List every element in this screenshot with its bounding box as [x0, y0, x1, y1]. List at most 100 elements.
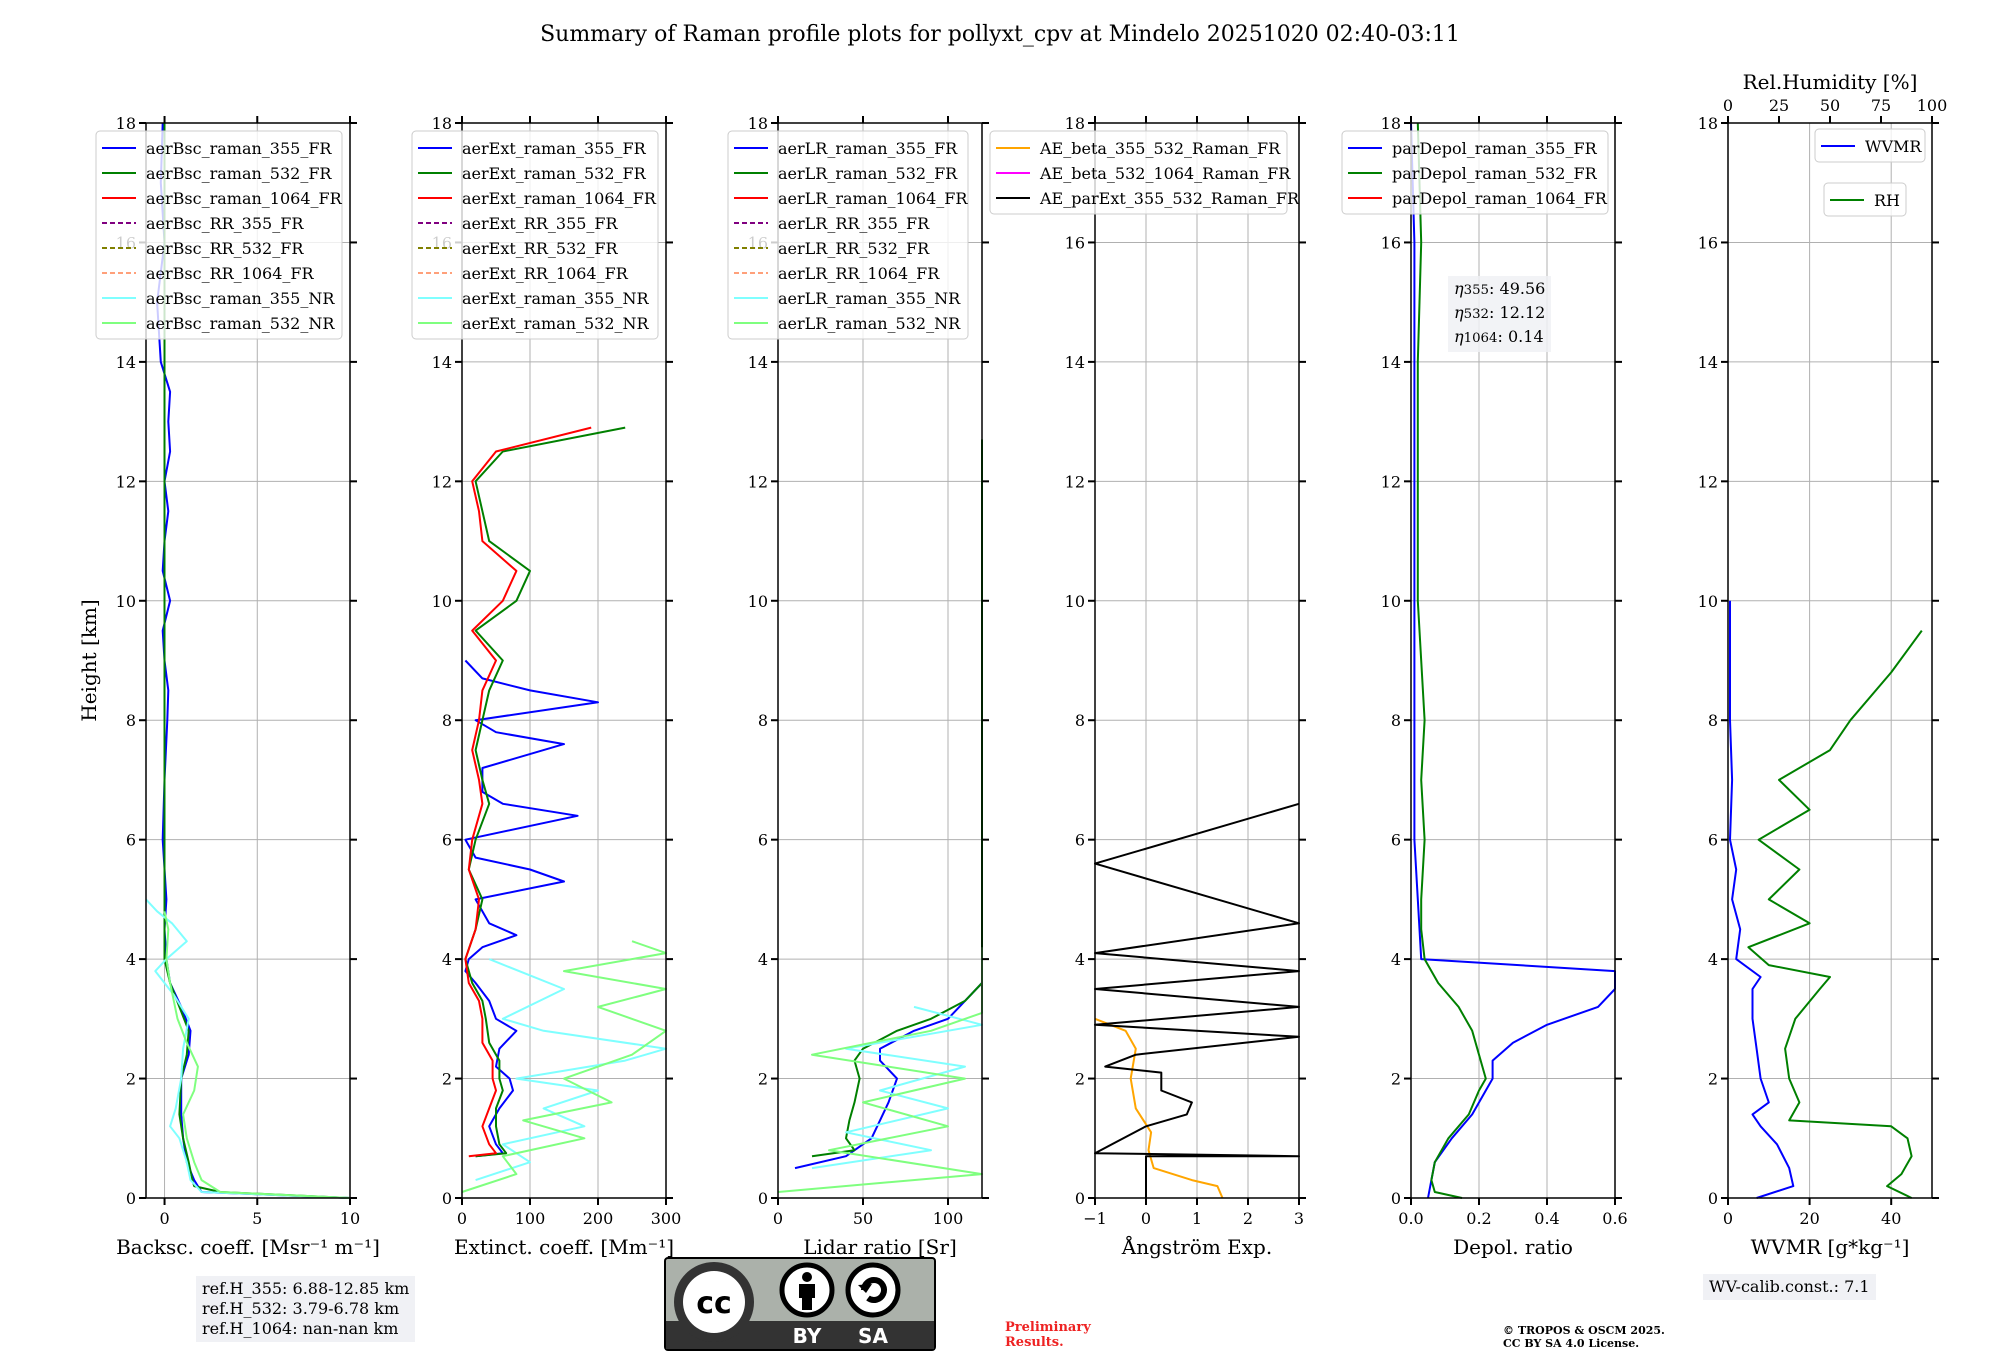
- legend-box: [727, 130, 969, 340]
- ytick-label: 8: [758, 711, 768, 730]
- copyright-note: © TROPOS & OSCM 2025. CC BY SA 4.0 Licen…: [1503, 1324, 1665, 1350]
- series-aerExt_raman_532_NR: [461, 940, 667, 1193]
- preliminary-line-2: Results.: [1005, 1335, 1064, 1350]
- ytick-label: 12: [432, 472, 452, 491]
- ytick-label: 6: [1708, 831, 1718, 850]
- legend-box: [989, 130, 1288, 215]
- ytick-label: 12: [116, 472, 136, 491]
- legend-entry: aerExt_raman_532_NR: [462, 314, 650, 333]
- legend-entry: aerLR_raman_355_NR: [778, 289, 961, 308]
- x-axis-label: Depol. ratio: [1453, 1235, 1573, 1259]
- ytick-label: 10: [432, 592, 452, 611]
- x-axis-label: Extinct. coeff. [Mm⁻¹]: [454, 1235, 674, 1259]
- copyright-line-1: © TROPOS & OSCM 2025.: [1503, 1324, 1665, 1337]
- legend-entry: parDepol_raman_355_FR: [1392, 139, 1598, 158]
- panel-ext: 0246810121416180100200300Extinct. coeff.…: [411, 114, 681, 1259]
- legend-entry: aerExt_raman_1064_FR: [462, 189, 657, 208]
- x-axis-label: Lidar ratio [Sr]: [803, 1235, 957, 1259]
- ytick-label: 4: [1075, 950, 1085, 969]
- series-parDepol_raman_532_FR: [1416, 122, 1487, 1199]
- series-aerLR_raman_355_NR: [811, 1005, 983, 1170]
- preliminary-note: Preliminary Results.: [1005, 1320, 1091, 1350]
- ytick-label: 14: [432, 353, 452, 372]
- top-xtick-label: 100: [1917, 96, 1948, 115]
- cc-by-sa-badge: cc BY SA: [664, 1257, 936, 1351]
- series-RH: [1747, 630, 1923, 1199]
- y-axis-label: Height [km]: [77, 599, 101, 721]
- ytick-label: 6: [1075, 831, 1085, 850]
- xtick-label: 1: [1192, 1209, 1202, 1228]
- eta-355: η355: 49.56: [1454, 279, 1546, 298]
- ytick-label: 6: [1391, 831, 1401, 850]
- ytick-label: 18: [748, 114, 768, 133]
- sa-sharealike-icon: [845, 1262, 901, 1318]
- axes-frame: [1727, 122, 1933, 1199]
- xtick-label: 40: [1881, 1209, 1901, 1228]
- ytick-label: 4: [442, 950, 452, 969]
- legend-entry: aerExt_raman_355_NR: [462, 289, 650, 308]
- x-axis-label: WVMR [g*kg⁻¹]: [1751, 1235, 1910, 1259]
- ytick-label: 0: [1708, 1189, 1718, 1208]
- legend-entry: AE_beta_532_1064_Raman_FR: [1039, 164, 1291, 183]
- xtick-label: 200: [583, 1209, 614, 1228]
- ytick-label: 4: [1391, 950, 1401, 969]
- legend-entry: aerExt_RR_532_FR: [462, 239, 619, 258]
- xtick-label: 0: [1141, 1209, 1151, 1228]
- top-xtick-label: 75: [1871, 96, 1891, 115]
- ytick-label: 0: [758, 1189, 768, 1208]
- cc-icon: [683, 1271, 745, 1333]
- ytick-label: 8: [126, 711, 136, 730]
- ytick-label: 18: [1065, 114, 1085, 133]
- ytick-label: 14: [748, 353, 768, 372]
- legend-entry: aerLR_raman_1064_FR: [778, 189, 968, 208]
- legend-entry: parDepol_raman_532_FR: [1392, 164, 1598, 183]
- xtick-label: 100: [515, 1209, 546, 1228]
- ytick-label: 12: [1381, 472, 1401, 491]
- series-aerExt_raman_1064_FR: [464, 426, 592, 1158]
- ref-height-1064: ref.H_1064: nan-nan km: [202, 1319, 399, 1338]
- ytick-label: 8: [1391, 711, 1401, 730]
- ytick-label: 14: [1698, 353, 1718, 372]
- series-aerExt_raman_355_FR: [464, 659, 599, 1158]
- preliminary-line-1: Preliminary: [1005, 1320, 1091, 1335]
- ytick-label: 6: [758, 831, 768, 850]
- ytick-label: 16: [1698, 233, 1718, 252]
- ytick-label: 10: [116, 592, 136, 611]
- legend-entry: aerBsc_RR_1064_FR: [146, 264, 315, 283]
- wv-calibration-box: WV-calib.const.: 7.1: [1703, 1274, 1876, 1300]
- ytick-label: 0: [442, 1189, 452, 1208]
- legend-entry: aerExt_raman_355_FR: [462, 139, 647, 158]
- ytick-label: 2: [758, 1070, 768, 1089]
- series-AE_parExt_355_532_Raman_FR: [1094, 802, 1300, 1198]
- legend-entry: WVMR: [1865, 137, 1922, 156]
- legend-entry: aerBsc_raman_532_NR: [146, 314, 335, 333]
- legend-box: [1814, 128, 1926, 163]
- svg-text:SA: SA: [858, 1324, 888, 1348]
- xtick-label: 0: [457, 1209, 467, 1228]
- legend-box: [411, 130, 659, 340]
- xtick-label: 5: [252, 1209, 262, 1228]
- xtick-label: 3: [1294, 1209, 1304, 1228]
- ytick-label: 4: [126, 950, 136, 969]
- xtick-label: 0: [773, 1209, 783, 1228]
- ytick-label: 14: [116, 353, 136, 372]
- ytick-label: 8: [1075, 711, 1085, 730]
- top-xtick-label: 25: [1769, 96, 1789, 115]
- legend-entry: aerBsc_raman_355_NR: [146, 289, 335, 308]
- ytick-label: 6: [442, 831, 452, 850]
- ytick-label: 10: [748, 592, 768, 611]
- ytick-label: 16: [1065, 233, 1085, 252]
- ytick-label: 14: [1065, 353, 1085, 372]
- axes-frame: [145, 122, 351, 1199]
- xtick-label: 0: [1723, 1209, 1733, 1228]
- legend-entry: aerLR_raman_355_FR: [778, 139, 958, 158]
- xtick-label: 0.0: [1398, 1209, 1423, 1228]
- ytick-label: 2: [1708, 1070, 1718, 1089]
- legend-entry: AE_parExt_355_532_Raman_FR: [1039, 189, 1300, 208]
- axes-frame: [1410, 122, 1616, 1199]
- ytick-label: 8: [442, 711, 452, 730]
- ytick-label: 4: [758, 950, 768, 969]
- ytick-label: 2: [1391, 1070, 1401, 1089]
- legend-entry: aerExt_RR_1064_FR: [462, 264, 629, 283]
